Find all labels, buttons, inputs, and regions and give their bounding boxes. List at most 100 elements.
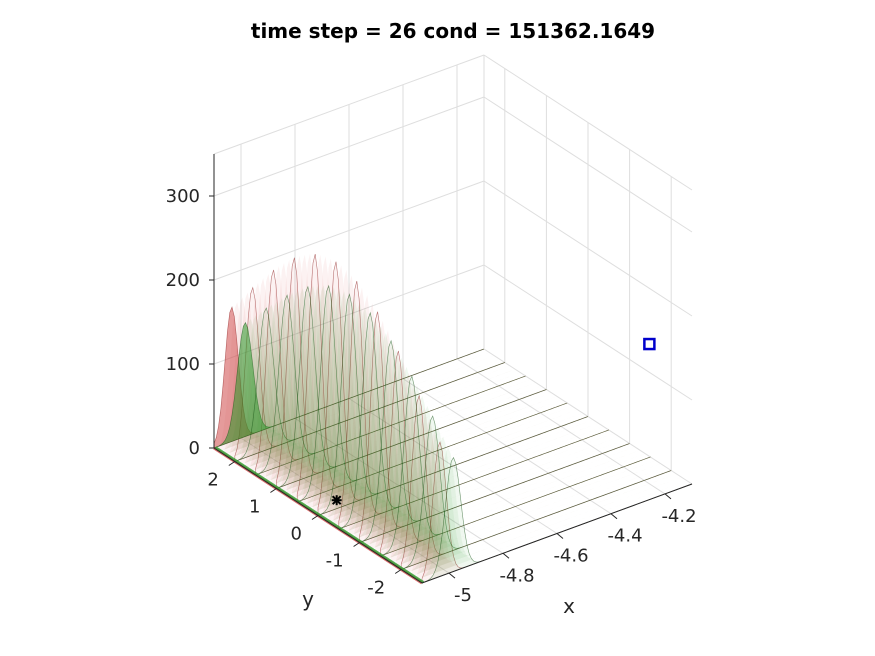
surface-slice <box>240 282 510 465</box>
surface-slice <box>276 285 547 489</box>
surface-slice <box>312 291 583 513</box>
surface-slice <box>245 278 516 469</box>
surface-slice <box>312 258 583 513</box>
axis-layer: -5 -4.8 -4.6 -4.4 -4.2 2 1 0 -1 -2 0 100 200 300 <box>166 154 697 606</box>
z-tick-label: 200 <box>166 270 200 291</box>
surface-slice <box>255 294 526 476</box>
surface-slice <box>250 274 521 472</box>
surface-slice <box>224 297 495 455</box>
x-tick-mark <box>664 493 672 500</box>
surface-slice <box>375 340 646 553</box>
surface-slice <box>266 262 536 482</box>
surface-slice <box>224 315 495 455</box>
surface-slice <box>286 285 557 496</box>
surface-slice <box>354 303 625 540</box>
surface-slice <box>296 284 568 503</box>
surface-slice <box>370 330 640 550</box>
chart-title: time step = 26 cond = 151362.1649 <box>251 19 655 43</box>
x-tick-label: -4.2 <box>661 506 696 527</box>
y-tick-label: -1 <box>326 551 344 572</box>
surface-slice <box>344 319 614 533</box>
surface-slice <box>370 357 640 550</box>
surface-slice <box>302 287 573 506</box>
x-tick-mark <box>610 513 618 520</box>
sidewall-gridline-z <box>483 54 693 191</box>
surface-slice <box>338 311 609 530</box>
surface-slice <box>240 304 510 465</box>
x-tick-mark <box>502 552 510 559</box>
y-tick-label: -2 <box>367 578 385 599</box>
surface-slice <box>385 361 656 560</box>
surface-slice <box>390 395 661 563</box>
y-tick-label: 0 <box>291 524 302 545</box>
surface-slice <box>245 301 516 469</box>
surface-slice <box>213 321 485 449</box>
y-tick-mark <box>353 542 360 547</box>
surface-slice <box>307 288 578 509</box>
surface-slice <box>260 292 531 479</box>
y-tick-label: 1 <box>249 497 260 518</box>
surface-slice <box>411 436 682 577</box>
y-axis-label: y <box>302 587 314 611</box>
surface-slice <box>229 311 500 459</box>
surface-slice <box>328 302 599 523</box>
surface-slice <box>260 266 531 479</box>
sidewall-gridline-z <box>483 96 693 233</box>
surface-slice <box>317 293 589 516</box>
x-tick-mark <box>556 533 564 539</box>
x-tick-label: -5 <box>454 585 472 606</box>
y-tick-mark <box>228 461 236 466</box>
surface-slice <box>333 275 604 526</box>
surface-slice <box>390 372 661 563</box>
surface-series-1 <box>213 254 693 585</box>
surface-slice <box>396 384 666 567</box>
z-tick-label: 0 <box>189 438 200 459</box>
surface-slice <box>396 405 666 567</box>
y-tick-mark <box>394 569 402 574</box>
surface-slice <box>349 295 620 536</box>
surface-slice <box>354 333 625 540</box>
surface-slice <box>271 288 542 486</box>
backwall-gridline-z <box>213 54 485 155</box>
z-tick-label: 300 <box>166 186 200 207</box>
surface-base-edge <box>214 446 425 584</box>
blue-square-marker <box>643 337 656 351</box>
black-star-marker <box>331 495 342 506</box>
surface-slice <box>328 269 599 523</box>
surface-slice <box>401 415 672 570</box>
surface-slice <box>229 292 500 459</box>
surface-slice <box>292 285 562 499</box>
surface-slice <box>307 256 578 509</box>
surface-slice <box>375 366 646 553</box>
surface-slice <box>292 254 562 499</box>
surface-slice <box>406 426 677 573</box>
surface-slice <box>250 298 521 472</box>
y-tick-label: 2 <box>207 470 218 491</box>
surface-slice <box>323 298 594 519</box>
y-tick-mark <box>311 515 319 520</box>
x-tick-label: -4.4 <box>607 526 642 547</box>
surface-layer <box>213 254 693 585</box>
z-tick-label: 100 <box>166 354 200 375</box>
marker-layer <box>331 337 656 506</box>
surface-slice <box>271 260 542 486</box>
surface-slice <box>364 349 635 546</box>
surface-slice <box>281 255 552 492</box>
surface-slice <box>411 418 682 577</box>
surface-slice <box>416 447 687 580</box>
surface-slice <box>333 307 604 526</box>
surface-slice <box>349 325 620 536</box>
surface-slice <box>385 385 656 560</box>
x-axis-label: x <box>563 594 575 618</box>
sidewall-gridline-z <box>483 264 693 401</box>
backwall-gridline-z <box>213 96 485 197</box>
surface-slice <box>364 320 635 546</box>
surface-slice <box>344 287 614 533</box>
surface-slice <box>234 307 505 462</box>
surface-slice <box>406 407 677 573</box>
surface-slice <box>323 265 594 519</box>
surface-slice <box>281 285 552 492</box>
surface-slice <box>219 319 490 452</box>
sidewall-gridline-z <box>483 180 693 317</box>
